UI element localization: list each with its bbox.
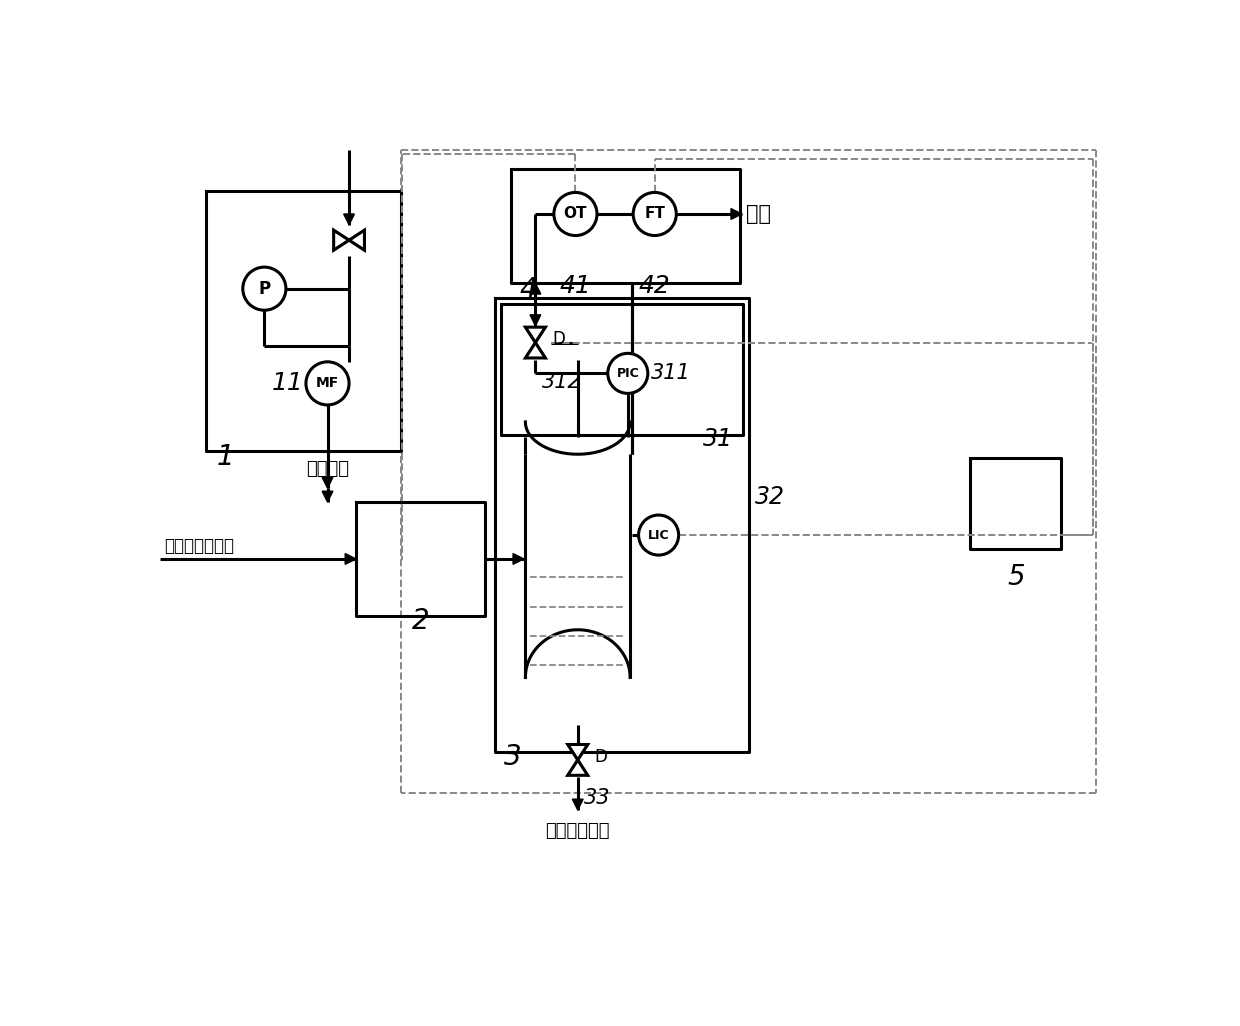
Text: 1: 1 xyxy=(217,443,234,471)
Text: 33: 33 xyxy=(584,788,610,807)
Text: 3: 3 xyxy=(503,743,522,771)
Text: 惰性气体: 惰性气体 xyxy=(306,461,348,478)
Circle shape xyxy=(554,193,596,236)
Polygon shape xyxy=(568,760,588,776)
Text: 311: 311 xyxy=(651,363,691,384)
Polygon shape xyxy=(322,491,332,502)
Polygon shape xyxy=(513,554,523,564)
Text: P: P xyxy=(258,280,270,298)
Text: 42: 42 xyxy=(639,274,671,298)
Polygon shape xyxy=(526,327,546,343)
Text: D: D xyxy=(552,330,565,349)
Text: D: D xyxy=(595,748,608,765)
Text: 41: 41 xyxy=(559,274,591,298)
Circle shape xyxy=(608,353,647,393)
Polygon shape xyxy=(526,343,546,358)
Text: 4: 4 xyxy=(520,276,538,304)
Text: 5: 5 xyxy=(1007,563,1024,591)
Circle shape xyxy=(306,362,350,405)
Polygon shape xyxy=(529,283,541,294)
Polygon shape xyxy=(529,315,541,325)
Text: LIC: LIC xyxy=(647,528,670,542)
Polygon shape xyxy=(345,554,356,564)
Circle shape xyxy=(634,193,676,236)
Polygon shape xyxy=(322,477,332,488)
Text: 环氧化反应产物: 环氧化反应产物 xyxy=(164,537,234,555)
Text: 11: 11 xyxy=(272,371,304,395)
Polygon shape xyxy=(730,208,742,220)
Text: 液体反应产物: 液体反应产物 xyxy=(546,822,610,839)
Text: PIC: PIC xyxy=(616,367,639,380)
Text: FT: FT xyxy=(645,206,665,222)
Polygon shape xyxy=(343,214,355,225)
Polygon shape xyxy=(573,799,583,810)
Polygon shape xyxy=(334,230,350,250)
Text: 2: 2 xyxy=(412,606,429,635)
Polygon shape xyxy=(350,230,365,250)
Text: 31: 31 xyxy=(703,427,733,451)
Circle shape xyxy=(243,267,286,310)
Text: OT: OT xyxy=(564,206,588,222)
Text: MF: MF xyxy=(316,377,339,390)
Circle shape xyxy=(639,515,678,555)
Text: 312: 312 xyxy=(542,371,582,392)
Text: 32: 32 xyxy=(755,484,785,509)
Polygon shape xyxy=(568,745,588,760)
Text: 尾气: 尾气 xyxy=(746,204,771,224)
